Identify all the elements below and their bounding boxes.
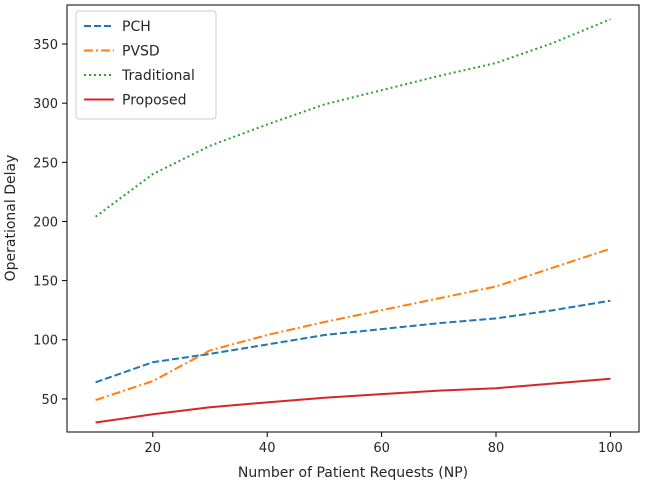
x-tick-label: 20: [145, 441, 162, 456]
legend-label-traditional: Traditional: [121, 68, 195, 84]
x-tick-label: 60: [373, 441, 390, 456]
legend-label-proposed: Proposed: [122, 93, 186, 109]
y-tick-label: 300: [33, 97, 58, 112]
y-axis-label: Operational Delay: [3, 155, 19, 282]
x-tick-label: 100: [598, 441, 623, 456]
legend-box: [75, 10, 217, 120]
series-lines: [95, 18, 611, 424]
plot-area-frame: [66, 4, 640, 433]
x-axis-ticks: 20 40 60 80 100: [145, 432, 623, 456]
y-tick-label: 150: [33, 275, 58, 290]
y-tick-label: 350: [33, 38, 58, 53]
y-tick-label: 50: [41, 393, 58, 408]
series-line-traditional: [95, 18, 611, 218]
legend: PCH PVSD Traditional Proposed: [75, 10, 217, 120]
legend-label-pvsd: PVSD: [122, 44, 160, 60]
series-line-pch: [95, 299, 611, 384]
y-tick-label: 200: [33, 215, 58, 230]
x-tick-label: 80: [488, 441, 505, 456]
series-line-proposed: [95, 377, 611, 424]
y-axis-ticks: 50 100 150 200 250 300 350: [33, 38, 67, 408]
y-tick-label: 100: [33, 334, 58, 349]
x-tick-label: 40: [259, 441, 276, 456]
x-axis-label: Number of Patient Requests (NP): [238, 465, 468, 481]
series-line-pvsd: [95, 247, 611, 402]
y-tick-label: 250: [33, 156, 58, 171]
legend-label-pch: PCH: [122, 19, 151, 35]
